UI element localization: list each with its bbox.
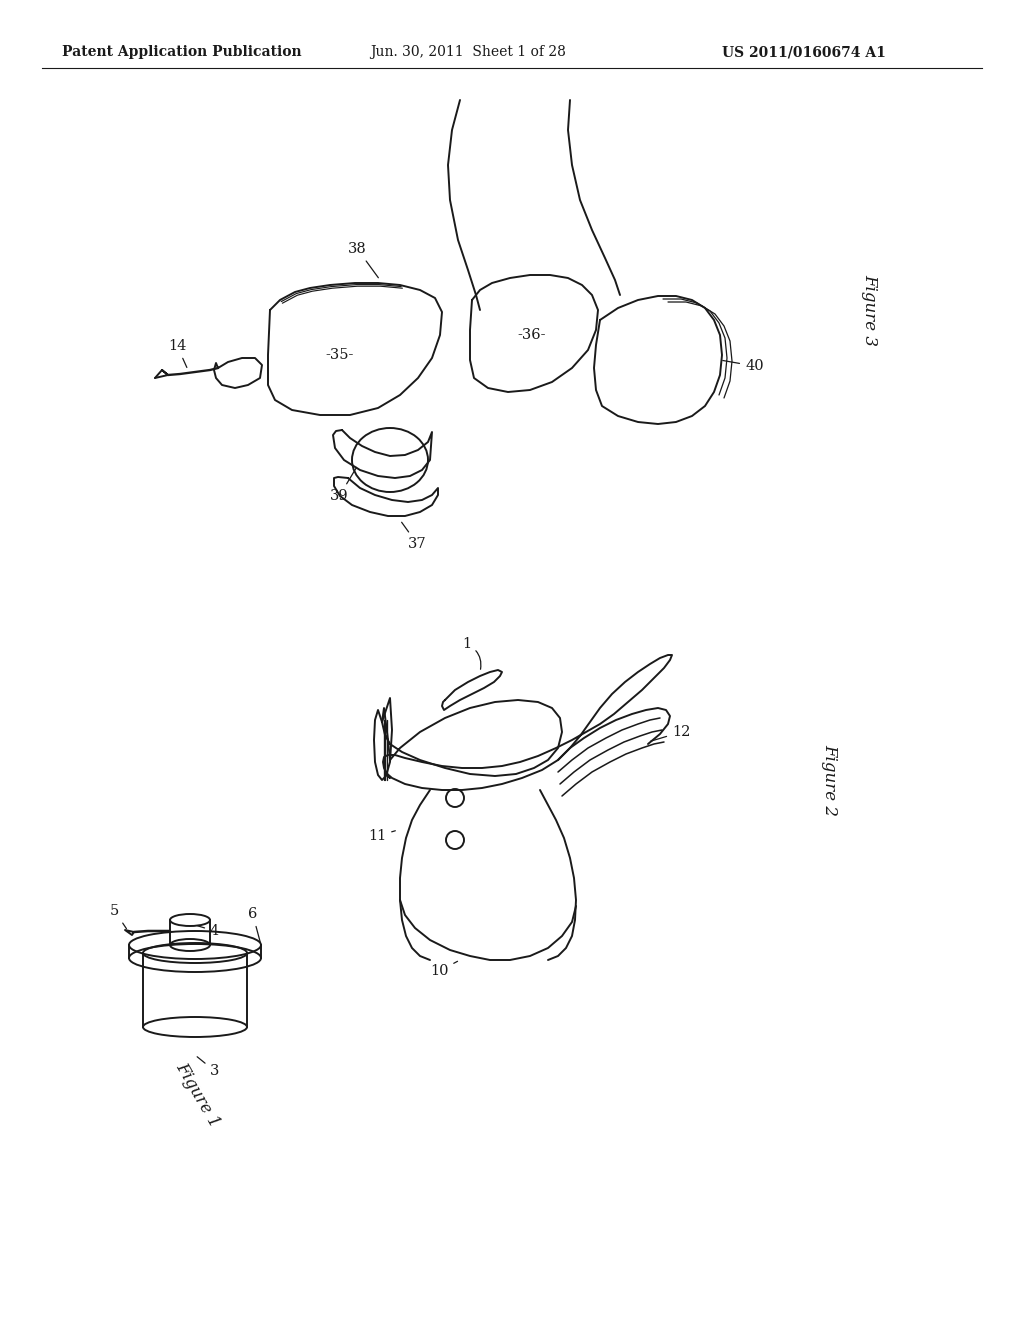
Text: Jun. 30, 2011  Sheet 1 of 28: Jun. 30, 2011 Sheet 1 of 28 [370, 45, 566, 59]
Text: 5: 5 [110, 904, 126, 929]
Text: 10: 10 [430, 961, 458, 978]
Text: 3: 3 [198, 1057, 219, 1078]
Text: 40: 40 [723, 359, 764, 374]
Text: 6: 6 [248, 907, 260, 942]
Text: Figure 1: Figure 1 [172, 1060, 223, 1131]
Text: 12: 12 [650, 725, 690, 742]
Text: 14: 14 [168, 339, 186, 367]
Text: 39: 39 [330, 467, 356, 503]
Text: Figure 2: Figure 2 [821, 744, 839, 816]
Text: -36-: -36- [518, 327, 546, 342]
Text: -35-: -35- [326, 348, 354, 362]
Text: 1: 1 [462, 638, 481, 669]
Text: 4: 4 [198, 924, 219, 939]
Text: US 2011/0160674 A1: US 2011/0160674 A1 [722, 45, 886, 59]
Text: Patent Application Publication: Patent Application Publication [62, 45, 302, 59]
Text: Figure 3: Figure 3 [861, 275, 879, 346]
Text: 37: 37 [401, 523, 427, 550]
Text: 38: 38 [348, 242, 378, 277]
Text: 11: 11 [368, 829, 395, 843]
